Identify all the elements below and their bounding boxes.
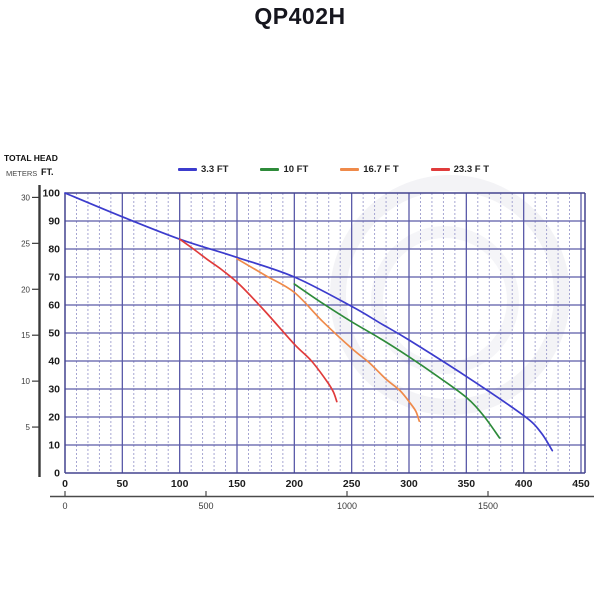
- legend-item-16.7-f-t: 16.7 F T: [340, 164, 399, 175]
- x-primary-tick-label: 100: [171, 478, 189, 490]
- curve-16.7-f-t: [236, 257, 421, 423]
- legend-dash-icon: [178, 168, 197, 171]
- legend-dash-icon: [260, 168, 280, 171]
- x-primary-tick-label: 400: [515, 478, 533, 490]
- legend-item-23.3-f-t: 23.3 F T: [430, 164, 490, 175]
- x-primary-tick-label: 200: [286, 478, 304, 490]
- legend-item-10-ft: 10 FT: [260, 164, 308, 175]
- y-ft-tick-label: 80: [48, 244, 60, 256]
- y-m-tick-label: 10: [21, 377, 30, 386]
- y-m-tick-label: 25: [21, 239, 30, 248]
- y-ft-tick-label: 0: [54, 468, 60, 480]
- x-primary-tick-label: 250: [343, 478, 361, 490]
- x-secondary-tick-label: 500: [198, 501, 213, 511]
- y-ft-tick-label: 100: [42, 188, 60, 200]
- x-secondary-tick-label: 1500: [478, 501, 498, 511]
- y-ft-tick-label: 50: [48, 328, 60, 340]
- legend-dash-icon: [340, 168, 360, 171]
- y-ft-tick-label: 40: [48, 356, 60, 368]
- legend-label: 10 FT: [283, 164, 309, 175]
- x-primary-tick-label: 300: [400, 478, 418, 490]
- meters-axis-label: METERS: [6, 169, 37, 178]
- legend-label: 3.3 FT: [201, 164, 229, 175]
- legend-item-3.3-ft: 3.3 FT: [178, 164, 228, 175]
- curve-23.3-f-t: [178, 238, 338, 403]
- chart-legend: 3.3 FT 10 FT 16.7 F T 23.3 F T: [178, 164, 489, 175]
- x-secondary-tick-label: 0: [62, 501, 67, 511]
- y-ft-tick-label: 20: [48, 412, 60, 424]
- y-m-tick-label: 20: [21, 285, 30, 294]
- y-ft-tick-label: 60: [48, 300, 60, 312]
- total-head-label: TOTAL HEAD: [4, 153, 58, 163]
- grid: [64, 192, 586, 474]
- page-title: QP402H: [254, 3, 346, 29]
- legend-label: 23.3 F T: [453, 164, 490, 175]
- y-ft-tick-label: 10: [48, 440, 60, 452]
- y-m-tick-label: 30: [21, 193, 30, 202]
- x-primary-tick-label: 350: [458, 478, 476, 490]
- y-m-tick-label: 5: [26, 423, 31, 432]
- y-ft-tick-label: 90: [48, 216, 60, 228]
- curve-3.3-ft: [64, 192, 554, 452]
- feet-axis-label: FT.: [41, 167, 54, 177]
- x-primary-tick-label: 0: [62, 478, 68, 490]
- x-primary-tick-label: 50: [116, 478, 128, 490]
- legend-label: 16.7 F T: [363, 164, 399, 175]
- watermark: [330, 175, 570, 415]
- curves: [64, 192, 554, 452]
- x-primary-tick-label: 150: [228, 478, 246, 490]
- legend-dash-icon: [430, 168, 450, 171]
- y-ft-tick-label: 30: [48, 384, 60, 396]
- x-primary-tick-label: 450: [572, 478, 590, 490]
- curve-10-ft: [293, 283, 501, 439]
- y-m-tick-label: 15: [21, 331, 30, 340]
- y-ft-tick-label: 70: [48, 272, 60, 284]
- x-secondary-tick-label: 1000: [337, 501, 357, 511]
